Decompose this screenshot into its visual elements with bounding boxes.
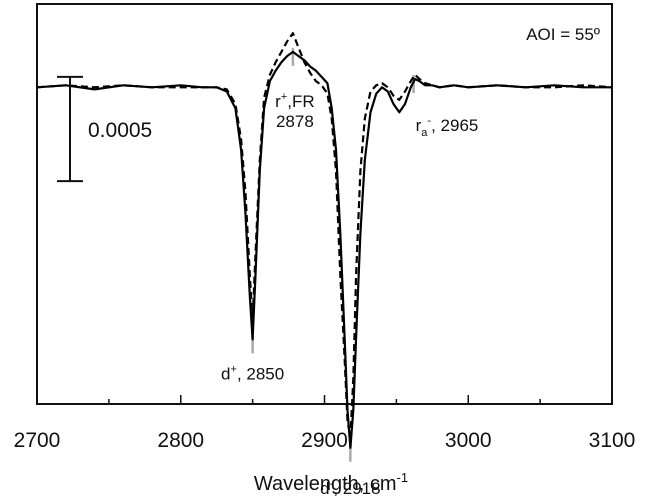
x-axis-label-text: Wavelength, cm xyxy=(254,473,397,495)
peak-label: r+,FR xyxy=(275,91,315,111)
x-axis-label: Wavelength, cm-1 xyxy=(254,470,408,495)
x-tick-label: 2700 xyxy=(14,429,61,452)
aoi-label: AOI = 55º xyxy=(526,25,600,44)
scale-bar-label: 0.0005 xyxy=(88,119,152,142)
x-axis-tick-labels: 2700 2800 2900 3000 3100 xyxy=(14,429,636,452)
x-tick-label: 3000 xyxy=(445,429,492,452)
x-axis-label-superscript: -1 xyxy=(397,470,409,485)
x-axis-ticks xyxy=(36,395,613,404)
x-tick-label: 2900 xyxy=(301,429,348,452)
series-line-dashed xyxy=(36,32,613,439)
peak-label: d-, 2918 xyxy=(320,478,380,496)
scale-bar: 0.0005 xyxy=(57,75,152,183)
peak-label: d+, 2850 xyxy=(221,363,284,383)
plot-frame xyxy=(36,3,613,405)
peak-label-line2: 2878 xyxy=(276,112,314,131)
x-tick-label: 3100 xyxy=(589,429,636,452)
series-line-solid xyxy=(36,50,612,449)
series-lines xyxy=(36,32,613,449)
peak-label: ra-, 2965 xyxy=(416,115,479,139)
x-tick-label: 2800 xyxy=(157,429,204,452)
